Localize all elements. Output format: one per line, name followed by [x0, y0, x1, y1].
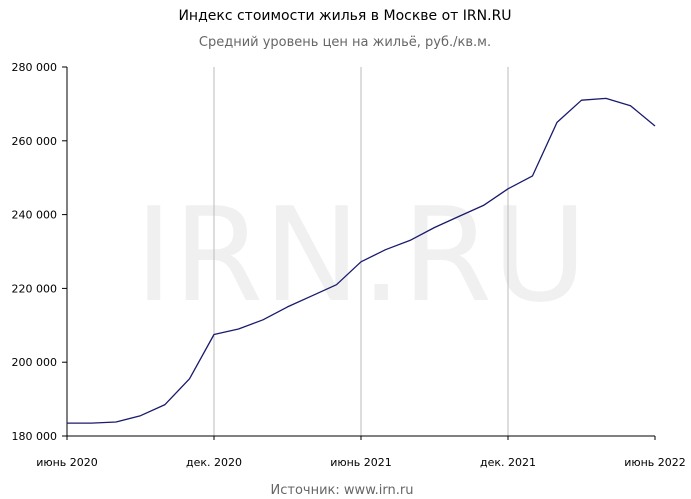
y-tick-label: 200 000: [12, 356, 58, 369]
chart-subtitle: Средний уровень цен на жильё, руб./кв.м.: [199, 35, 491, 50]
y-tick-label: 260 000: [12, 135, 58, 148]
y-tick-label: 240 000: [12, 209, 58, 222]
y-tick-label: 180 000: [12, 430, 58, 443]
y-tick-label: 220 000: [12, 282, 58, 295]
x-tick-label: дек. 2020: [186, 456, 242, 469]
x-tick-label: дек. 2021: [480, 456, 536, 469]
x-tick-label: июнь 2022: [624, 456, 686, 469]
y-tick-label: 280 000: [12, 61, 58, 74]
chart-title: Индекс стоимости жилья в Москве от IRN.R…: [178, 8, 511, 24]
x-tick-label: июнь 2021: [330, 456, 392, 469]
line: [67, 97, 656, 424]
x-tick-label: июнь 2020: [36, 456, 98, 469]
source: Источник: www.irn.ru: [271, 483, 414, 498]
